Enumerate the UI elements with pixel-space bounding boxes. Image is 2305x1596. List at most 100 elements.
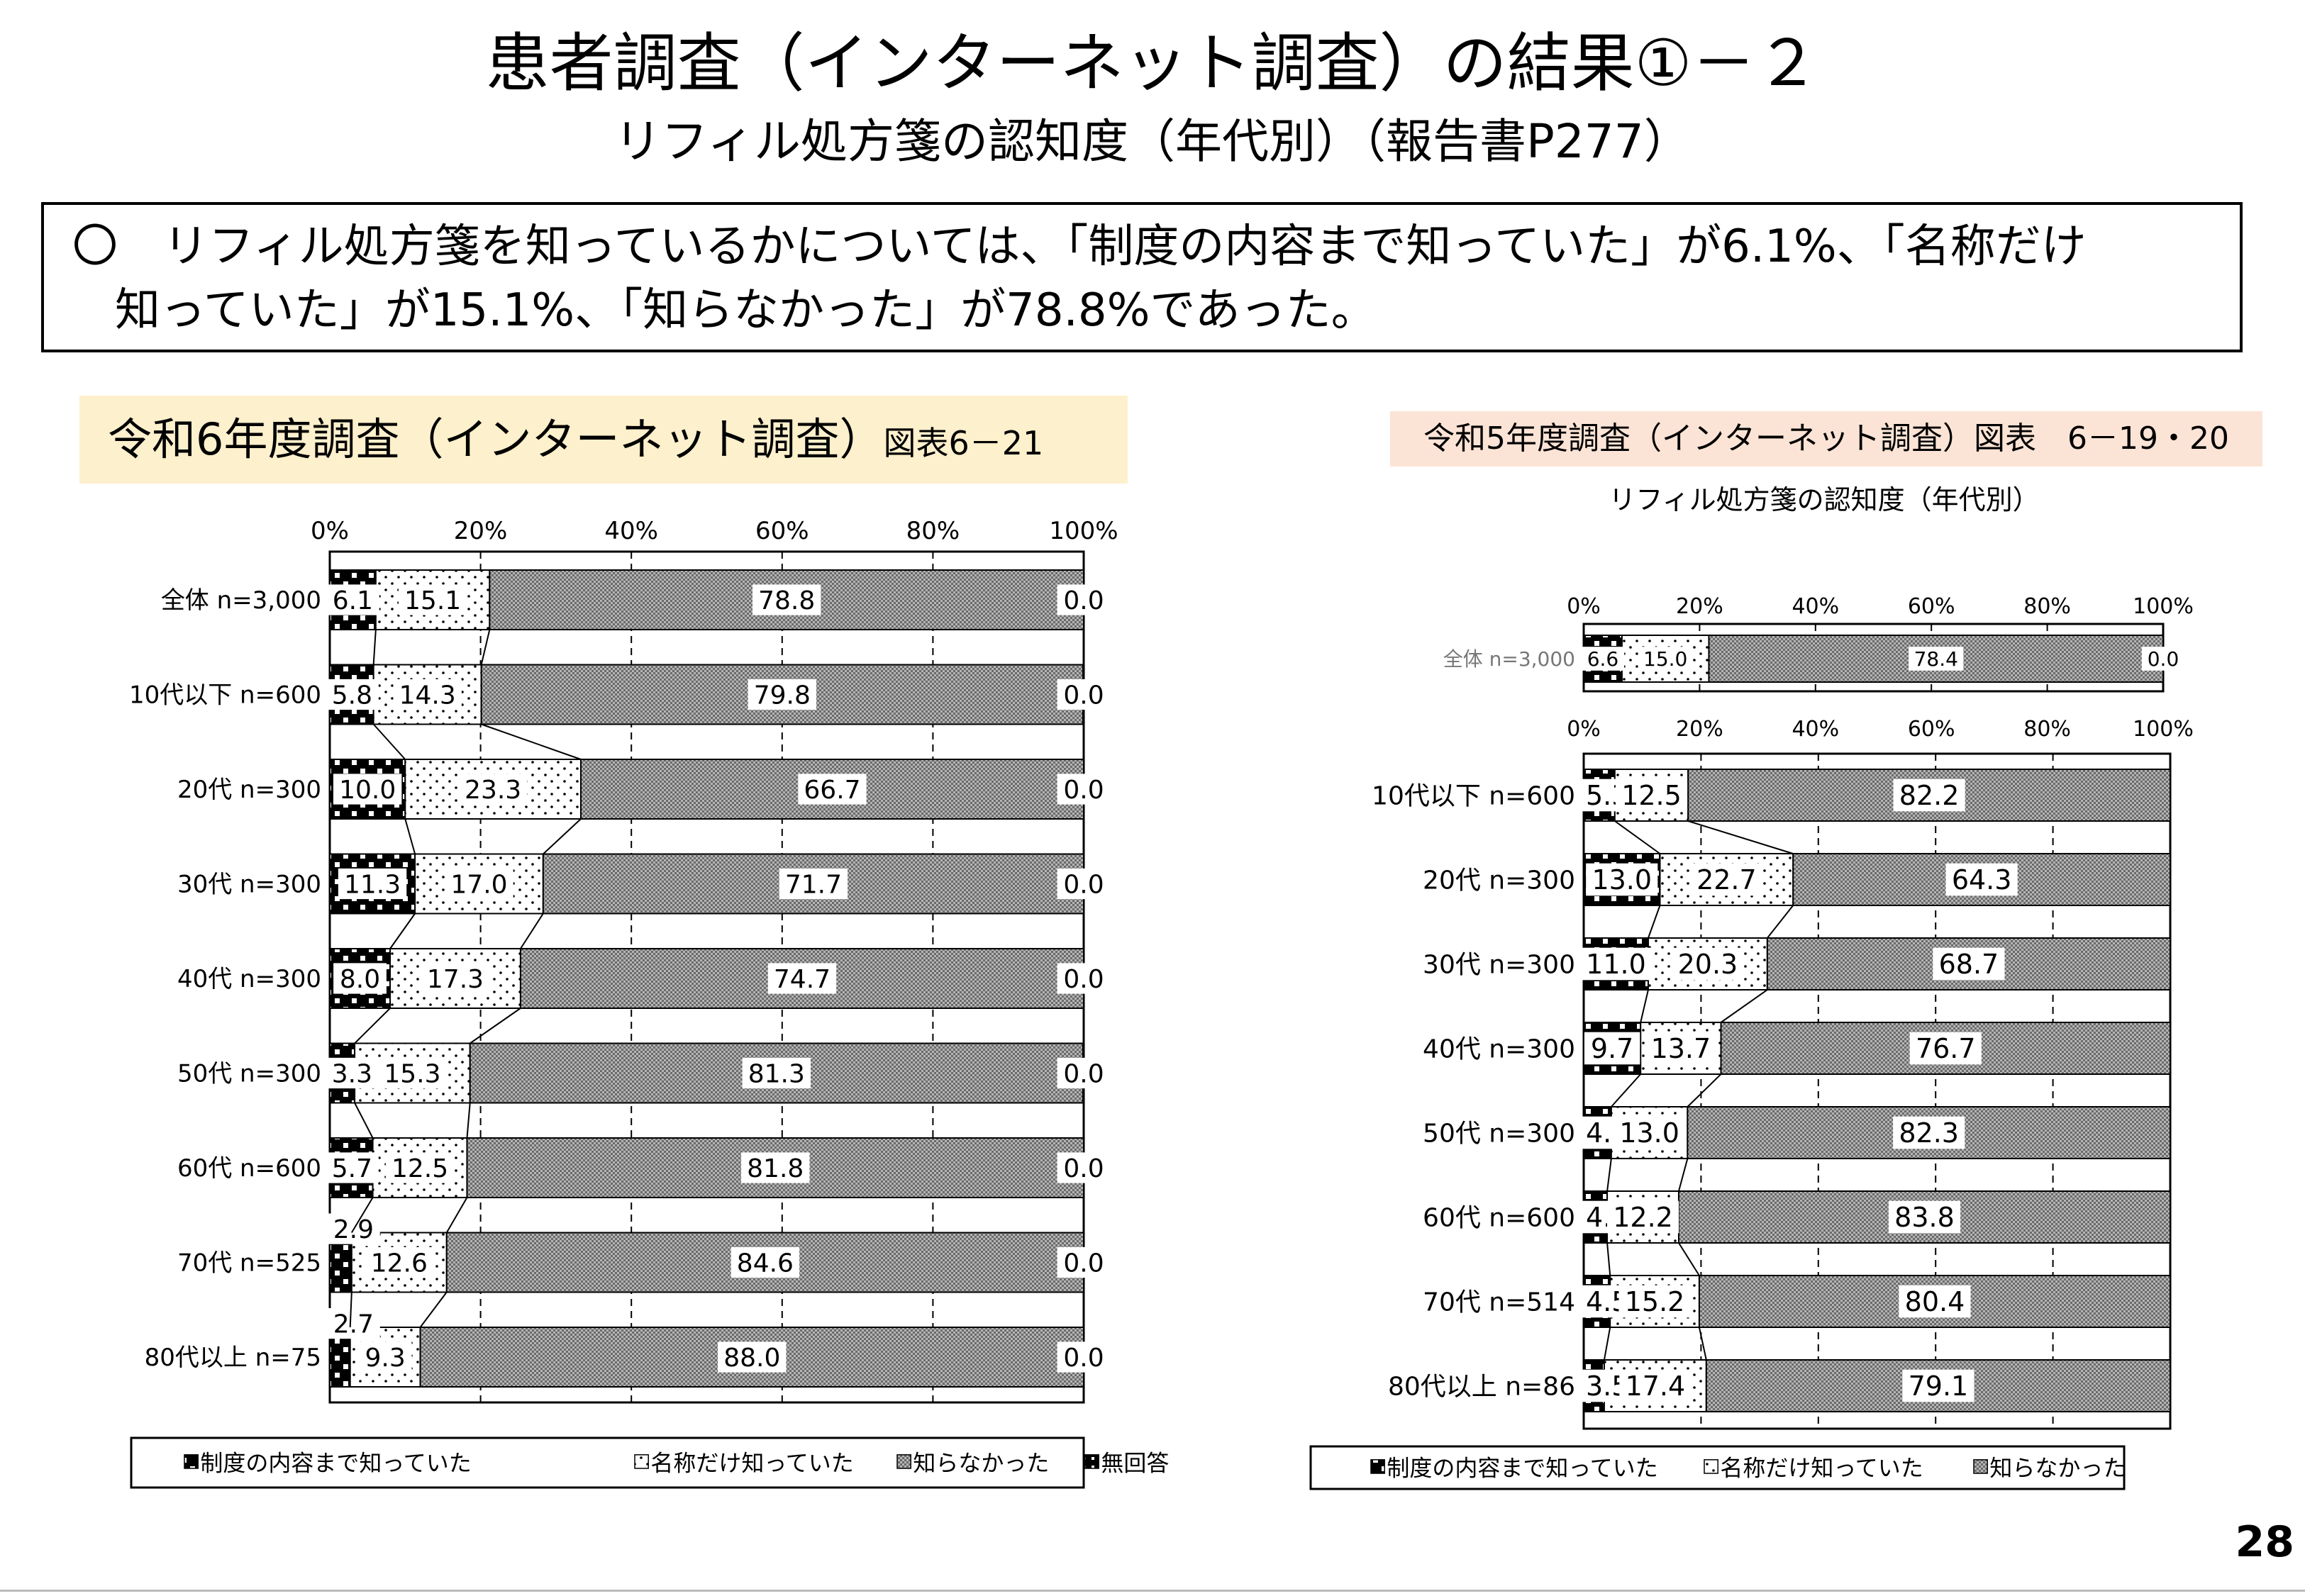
- chart1-category-label: 40代 n=300: [177, 965, 321, 993]
- chart1-data-label: 17.0: [450, 870, 507, 899]
- chart1-data-label: 5.8: [332, 681, 372, 710]
- chart1-tick-label: 60%: [755, 517, 809, 545]
- chart1-data-label: 0.0: [1063, 1344, 1104, 1373]
- right-chart-legend-swatch: [1704, 1459, 1718, 1474]
- chart1-data-label: 84.6: [737, 1249, 794, 1278]
- chart1-data-label: 79.8: [754, 681, 811, 710]
- summary-line-1: 〇 リフィル処方箋を知っているかについては、「制度の内容まで知っていた」が6.1…: [72, 221, 2087, 273]
- chart1-data-label-bg: [393, 679, 462, 710]
- chart3-data-label: 20.3: [1678, 949, 1738, 980]
- chart1-data-label: 0.0: [1063, 1249, 1104, 1278]
- chart1-data-label-bg: [779, 868, 848, 900]
- chart2-tick-label: 100%: [2133, 717, 2194, 742]
- left-chart-legend-swatch: [184, 1454, 199, 1469]
- chart3-data-label-bg: [1888, 1200, 1961, 1234]
- chart3-data-label: 76.7: [1916, 1033, 1976, 1064]
- chart1-data-label: 0.0: [1063, 586, 1104, 615]
- left-chart-legend-entry: 無回答: [1101, 1450, 1169, 1477]
- chart1-data-label-bg: [385, 1152, 455, 1183]
- chart3-data-label-bg: [1909, 1032, 1982, 1065]
- chart3-data-label-bg: [1606, 1200, 1679, 1234]
- chart2-data-label-bg: [2141, 647, 2185, 671]
- chart2-tick-label: 100%: [2133, 594, 2194, 619]
- chart1-data-label: 0.0: [1063, 870, 1104, 899]
- chart1-data-label: 78.8: [758, 586, 815, 615]
- summary-box: 〇 リフィル処方箋を知っているかについては、「制度の内容まで知っていた」が6.1…: [41, 202, 2243, 352]
- chart3-connector-line: [1606, 1158, 1612, 1192]
- right-chart-legend-entry: 制度の内容まで知っていた: [1387, 1455, 1657, 1482]
- chart2-data-label-bg: [1909, 647, 1964, 671]
- chart3-data-label: 9.7: [1591, 1033, 1633, 1064]
- chart3-category-label: 40代 n=300: [1423, 1034, 1575, 1064]
- right-chart-legend-entry: 名称だけ知っていた: [1720, 1455, 1923, 1482]
- chart3-data-label-bg: [1672, 947, 1744, 981]
- chart1-tick-label: 20%: [454, 517, 508, 545]
- left-panel-tag-text: 令和6年度調査（インターネット調査）: [108, 413, 884, 465]
- chart1-data-label-bg: [1057, 1057, 1111, 1089]
- chart3-data-label-bg: [1893, 779, 1965, 812]
- chart1-data-label-bg: [326, 584, 379, 615]
- chart1-connector-line: [466, 1103, 471, 1139]
- chart3-connector-line: [1648, 905, 1661, 939]
- chart1-data-label-bg: [752, 584, 821, 615]
- chart1-data-label-bg: [718, 1341, 787, 1373]
- chart3-connector-line: [1720, 989, 1768, 1023]
- chart2-tick-label: 20%: [1676, 717, 1723, 742]
- chart1-data-label: 6.1: [333, 586, 373, 615]
- chart3-data-label: 17.4: [1626, 1371, 1686, 1402]
- chart1-data-label: 0.0: [1063, 1154, 1104, 1183]
- chart3-data-label-bg: [1945, 863, 2018, 896]
- chart1-category-label: 70代 n=525: [177, 1249, 321, 1278]
- left-chart-legend-entry: 名称だけ知っていた: [650, 1450, 853, 1477]
- left-chart-legend-entry: 制度の内容まで知っていた: [200, 1450, 471, 1477]
- chart1-connector-line: [349, 1292, 352, 1328]
- summary-line-2: 知っていた」が15.1%、「知らなかった」が78.8%であった。: [115, 284, 1377, 337]
- chart1-data-label: 15.3: [384, 1059, 440, 1088]
- chart3-connector-line: [1611, 1073, 1641, 1107]
- chart3-connector-line: [1678, 1158, 1689, 1192]
- chart1-data-label: 12.5: [391, 1154, 448, 1183]
- chart1-category-label: 全体 n=3,000: [161, 586, 321, 615]
- chart3-data-label-bg: [1645, 1032, 1717, 1065]
- chart1-data-label: 12.6: [371, 1249, 428, 1278]
- chart3-data-label: 82.3: [1899, 1117, 1959, 1149]
- chart3-connector-line: [1603, 1327, 1611, 1361]
- page-subtitle: リフィル処方箋の認知度（年代別）（報告書P277）: [614, 114, 1691, 169]
- chart1-data-label: 88.0: [723, 1344, 780, 1373]
- chart1-data-label: 11.3: [344, 870, 401, 899]
- chart3-data-label: 12.2: [1613, 1202, 1673, 1233]
- chart3-category-label: 20代 n=300: [1423, 866, 1575, 895]
- chart1-data-label: 9.3: [365, 1344, 405, 1373]
- chart1-connector-line: [520, 913, 544, 949]
- chart1-data-label: 14.3: [399, 681, 456, 710]
- right-chart-legend-swatch: [1973, 1459, 1988, 1474]
- chart1-connector-line: [419, 1291, 448, 1328]
- chart3-data-label-bg: [1579, 947, 1653, 981]
- chart3-data-label: 68.7: [1939, 949, 1999, 980]
- chart1-data-label: 10.0: [339, 776, 396, 805]
- chart1-connector-line: [372, 629, 377, 665]
- right-chart-title: リフィル処方箋の認知度（年代別）: [1609, 484, 2039, 515]
- chart3-data-label-bg: [1586, 863, 1658, 896]
- chart1-data-label-bg: [365, 1246, 433, 1278]
- chart3-data-label: 83.8: [1894, 1202, 1955, 1233]
- chart2-category-label: 全体 n=3,000: [1443, 647, 1575, 671]
- chart1-data-label-bg: [358, 1341, 412, 1373]
- chart1-data-label-bg: [421, 963, 490, 994]
- page-number: 28: [2235, 1517, 2295, 1567]
- chart1-data-label-bg: [798, 774, 867, 805]
- chart1-data-label-bg: [326, 679, 379, 710]
- chart1-data-label-bg: [1057, 774, 1111, 805]
- chart1-tick-label: 100%: [1049, 517, 1118, 545]
- chart3-data-label-bg: [1618, 1285, 1691, 1318]
- chart2-tick-label: 80%: [2023, 717, 2071, 742]
- chart1-data-label-bg: [333, 963, 387, 994]
- left-chart-legend-swatch: [1084, 1454, 1099, 1469]
- chart3-data-label: 13.0: [1619, 1117, 1679, 1149]
- chart2-data-label: 6.6: [1587, 647, 1619, 671]
- right-chart-legend-swatch: [1370, 1459, 1385, 1474]
- chart1-category-label: 20代 n=300: [177, 776, 321, 804]
- chart1-connector-line: [372, 723, 406, 760]
- left-panel-tag: 令和6年度調査（インターネット調査）図表6－21: [79, 396, 1128, 484]
- chart3-category-label: 60代 n=600: [1423, 1203, 1575, 1232]
